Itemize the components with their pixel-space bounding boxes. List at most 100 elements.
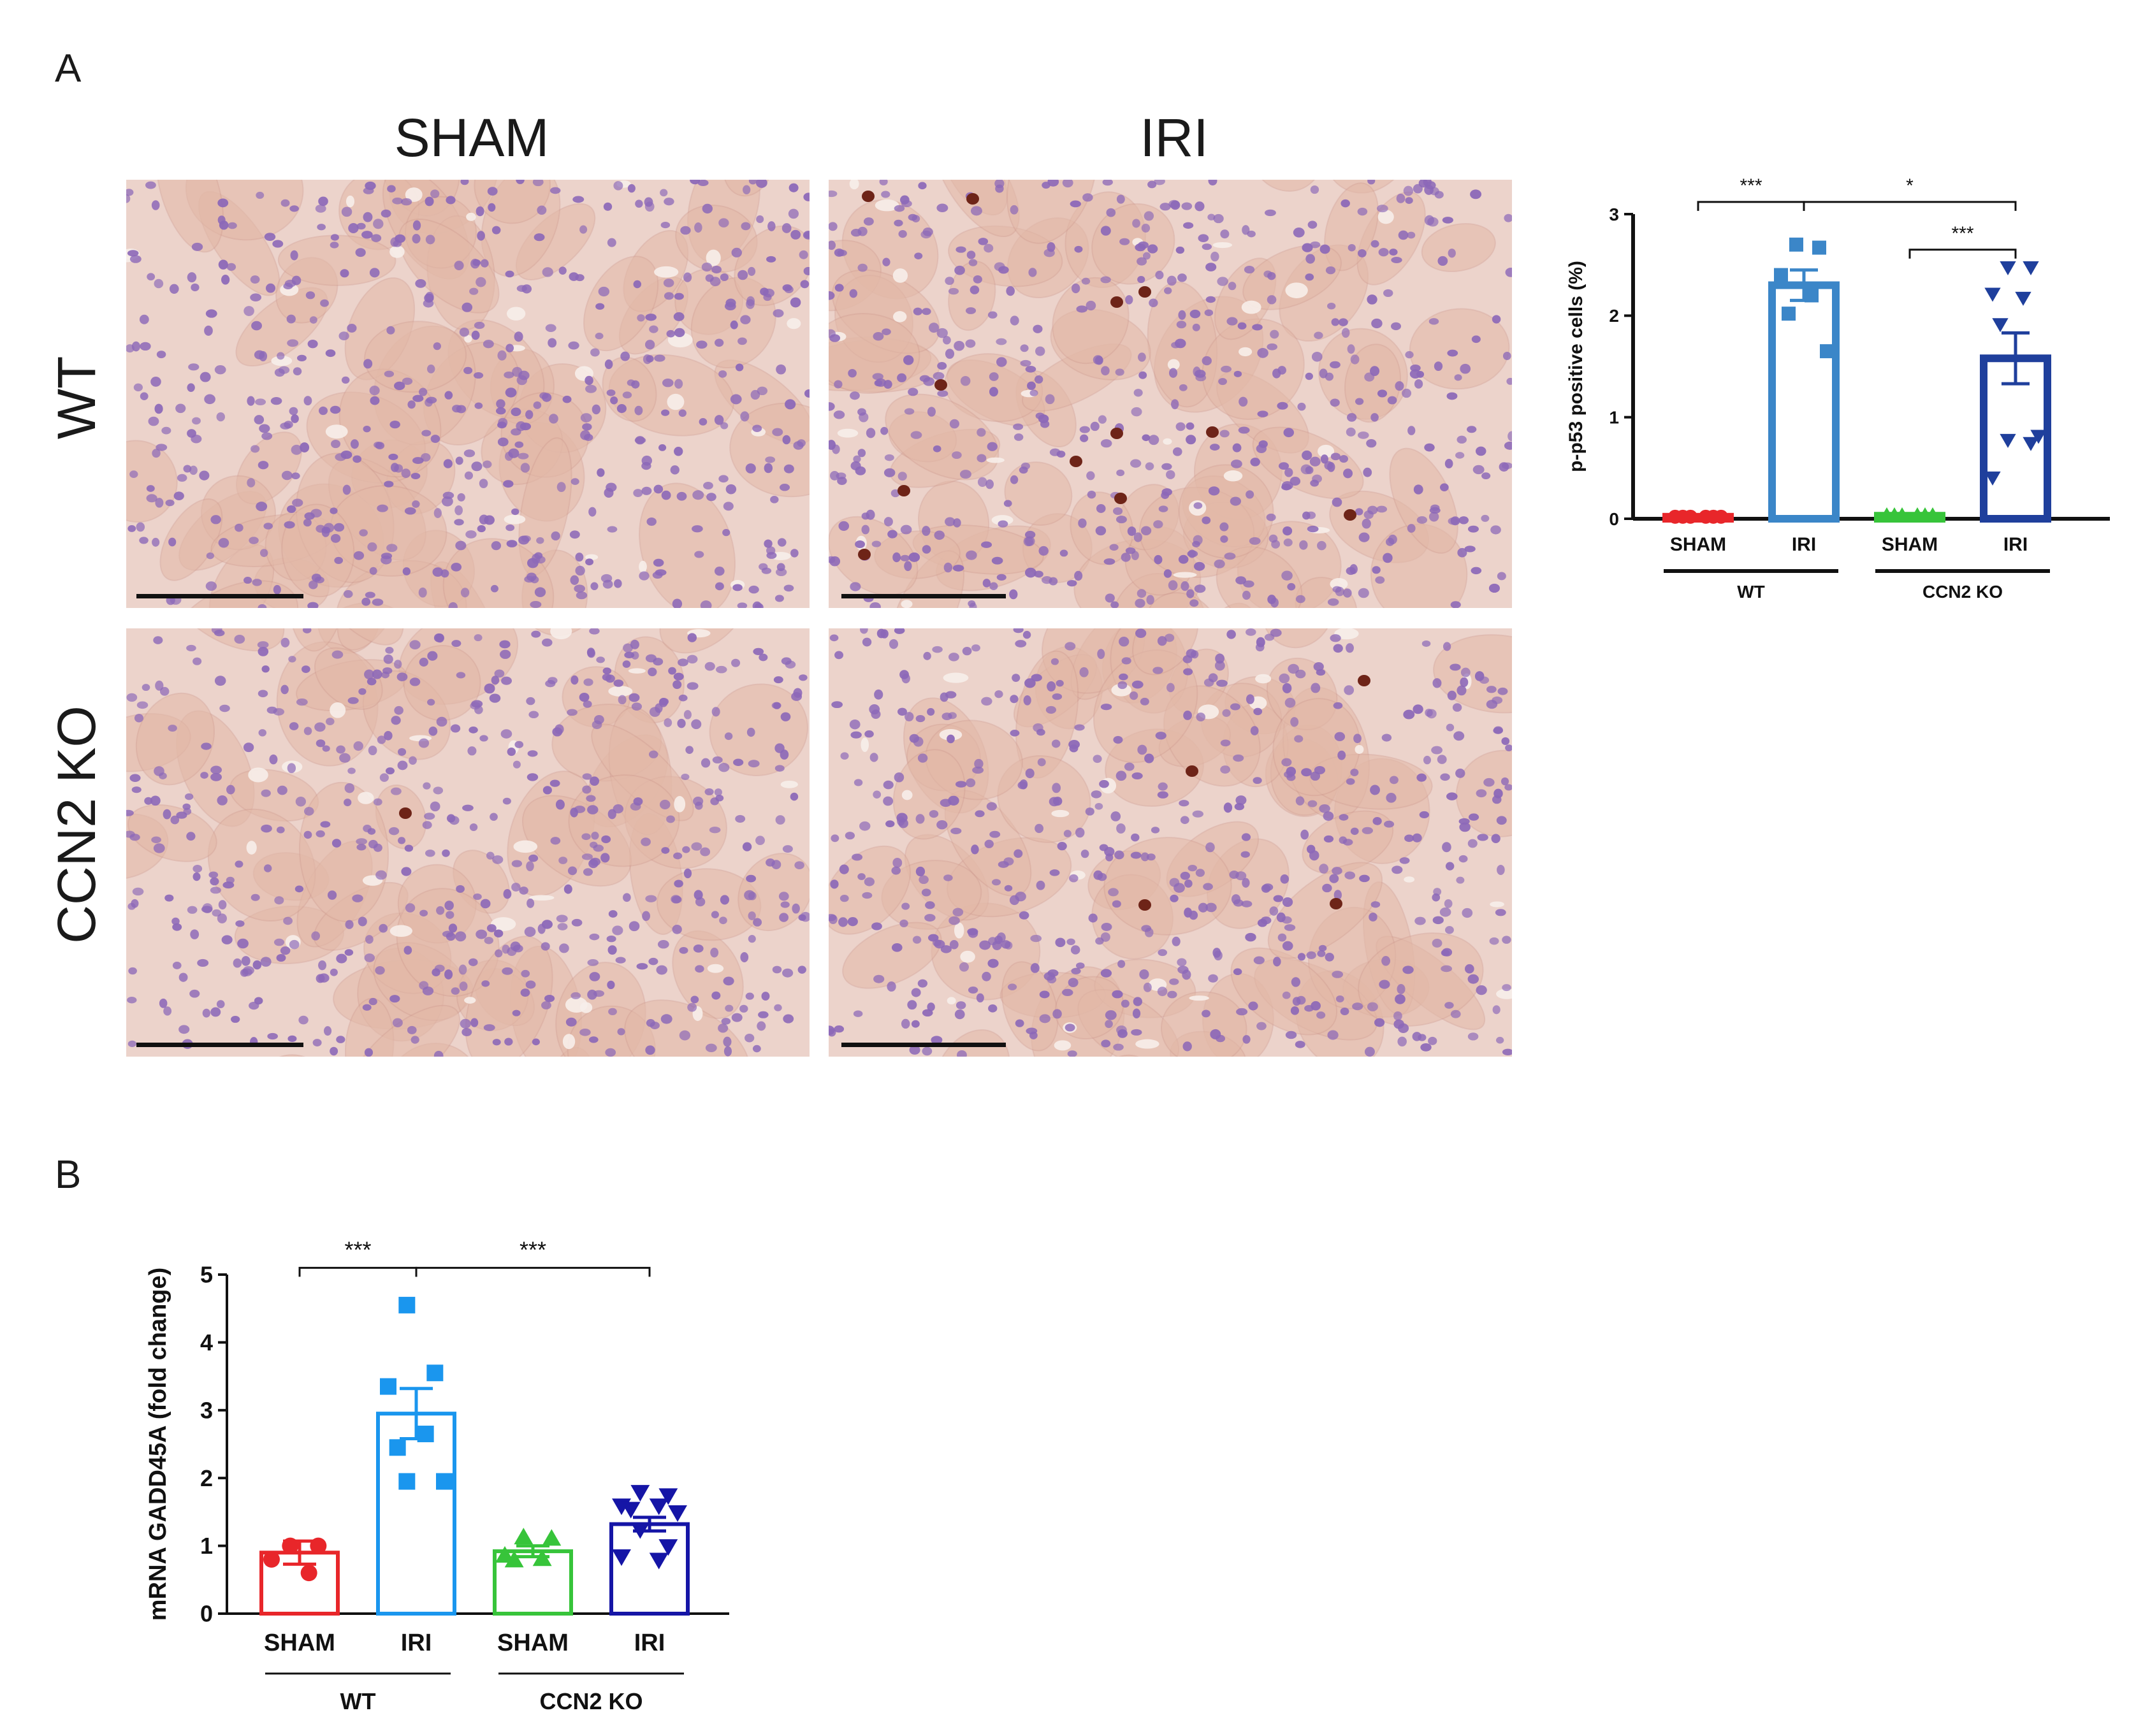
x-tick-label: SHAM — [1670, 534, 1726, 555]
y-tick-label: 0 — [200, 1601, 213, 1627]
column-label-sham: SHAM — [394, 108, 549, 168]
row-label-wt: WT — [47, 356, 106, 440]
tubules — [126, 628, 810, 1057]
data-point — [1820, 344, 1834, 359]
y-tick-label: 1 — [200, 1533, 213, 1559]
data-point — [282, 1537, 299, 1554]
data-point — [2000, 261, 2016, 276]
nuclei — [829, 628, 1512, 1057]
bar-group — [493, 1528, 573, 1616]
y-tick-label: 2 — [1609, 306, 1619, 326]
data-point — [612, 1549, 631, 1566]
data-point — [398, 1296, 416, 1313]
data-point — [2030, 430, 2047, 444]
lumens — [829, 180, 1394, 608]
data-point — [1812, 240, 1826, 255]
data-point — [1909, 507, 1926, 522]
micrograph-wt-iri — [829, 180, 1512, 608]
positive-nucleus — [1206, 426, 1219, 438]
nuclei — [126, 180, 810, 608]
data-point — [1984, 471, 2001, 486]
data-point — [417, 1426, 434, 1443]
bar-group — [1662, 509, 1734, 524]
data-point — [426, 1364, 444, 1382]
data-point — [542, 1529, 562, 1546]
positive-nucleus — [1344, 509, 1356, 521]
y-axis-label: p-p53 positive cells (%) — [1566, 261, 1587, 472]
significance-bracket: *** — [1908, 223, 2017, 259]
positive-nucleus — [1110, 296, 1123, 308]
positive-nucleus — [934, 379, 947, 391]
data-point — [1992, 318, 2009, 333]
data-point — [1774, 268, 1788, 282]
scale-bar — [136, 1043, 303, 1047]
data-point — [2015, 291, 2031, 306]
scale-bar — [841, 1043, 1006, 1047]
positive-nucleus — [862, 191, 875, 202]
group-label: CCN2 KO — [1922, 582, 2003, 602]
data-point — [1984, 287, 2001, 302]
y-tick-label: 3 — [1609, 205, 1619, 224]
data-point — [300, 1565, 317, 1582]
y-tick-label: 0 — [1609, 509, 1619, 529]
data-point — [436, 1473, 453, 1490]
data-point — [1789, 237, 1803, 252]
positive-nucleus — [897, 485, 910, 496]
micrograph-ko-iri — [829, 628, 1512, 1057]
data-point — [398, 1473, 416, 1490]
x-tick-label: IRI — [1792, 534, 1816, 555]
bar-group — [609, 1485, 690, 1616]
positive-nucleus — [1330, 898, 1342, 909]
lumens — [861, 628, 1512, 1051]
significance-label: * — [1906, 175, 1914, 196]
data-point — [1714, 509, 1728, 524]
data-point — [649, 1552, 669, 1570]
data-point — [504, 1551, 524, 1568]
y-tick-label: 2 — [200, 1465, 213, 1491]
bar-group — [1874, 507, 1945, 523]
data-point — [1886, 507, 1903, 522]
x-tick-label: SHAM — [264, 1630, 335, 1656]
significance-label: *** — [1951, 223, 1973, 244]
positive-nucleus — [1358, 675, 1370, 686]
data-point — [630, 1522, 650, 1539]
group-label: WT — [1737, 582, 1765, 602]
data-point — [1699, 509, 1713, 524]
y-tick-label: 5 — [200, 1262, 213, 1288]
micrograph-wt-sham — [126, 180, 810, 608]
positive-nucleus — [399, 807, 412, 819]
y-tick-label: 4 — [200, 1329, 213, 1356]
y-axis-label: mRNA GADD45A (fold change) — [145, 1268, 171, 1621]
bar — [1768, 281, 1840, 523]
data-point — [514, 1528, 534, 1545]
positive-nucleus — [1110, 428, 1123, 439]
data-point — [263, 1551, 280, 1568]
data-point — [1676, 509, 1690, 524]
x-tick-label: SHAM — [497, 1630, 569, 1656]
data-point — [389, 1439, 406, 1456]
chart-mrna-gadd45a: 0 1 2 3 4 5 mRNA GADD45A (fold change) SHAM IRI S… — [145, 1236, 729, 1714]
data-point — [1924, 507, 1941, 522]
data-point — [495, 1545, 514, 1563]
group-label: WT — [340, 1688, 376, 1714]
p-p53-positive-nuclei — [1138, 675, 1370, 911]
significance-label: *** — [520, 1236, 546, 1262]
data-point — [1805, 288, 1819, 303]
panel-b-letter: B — [55, 1153, 82, 1197]
nuclei — [126, 628, 810, 1057]
micrograph-ko-sham — [126, 628, 810, 1057]
p-p53-positive-nuclei — [858, 191, 1356, 560]
positive-nucleus — [1070, 456, 1082, 467]
nuclei — [829, 180, 1512, 608]
data-point — [380, 1378, 396, 1395]
positive-nucleus — [1138, 286, 1151, 298]
x-tick-label: IRI — [401, 1630, 432, 1656]
chart-p-p53-positive-cells: 0 1 2 3 p-p53 positive cells (%) SHAM IRI SHAM I… — [1566, 175, 2110, 602]
bar-group — [376, 1296, 456, 1616]
scale-bar — [841, 594, 1006, 598]
positive-nucleus — [1114, 493, 1127, 504]
x-tick-label: SHAM — [1882, 534, 1938, 555]
x-tick-label: IRI — [634, 1630, 665, 1656]
data-point — [668, 1505, 687, 1522]
group-label: CCN2 KO — [539, 1688, 643, 1714]
